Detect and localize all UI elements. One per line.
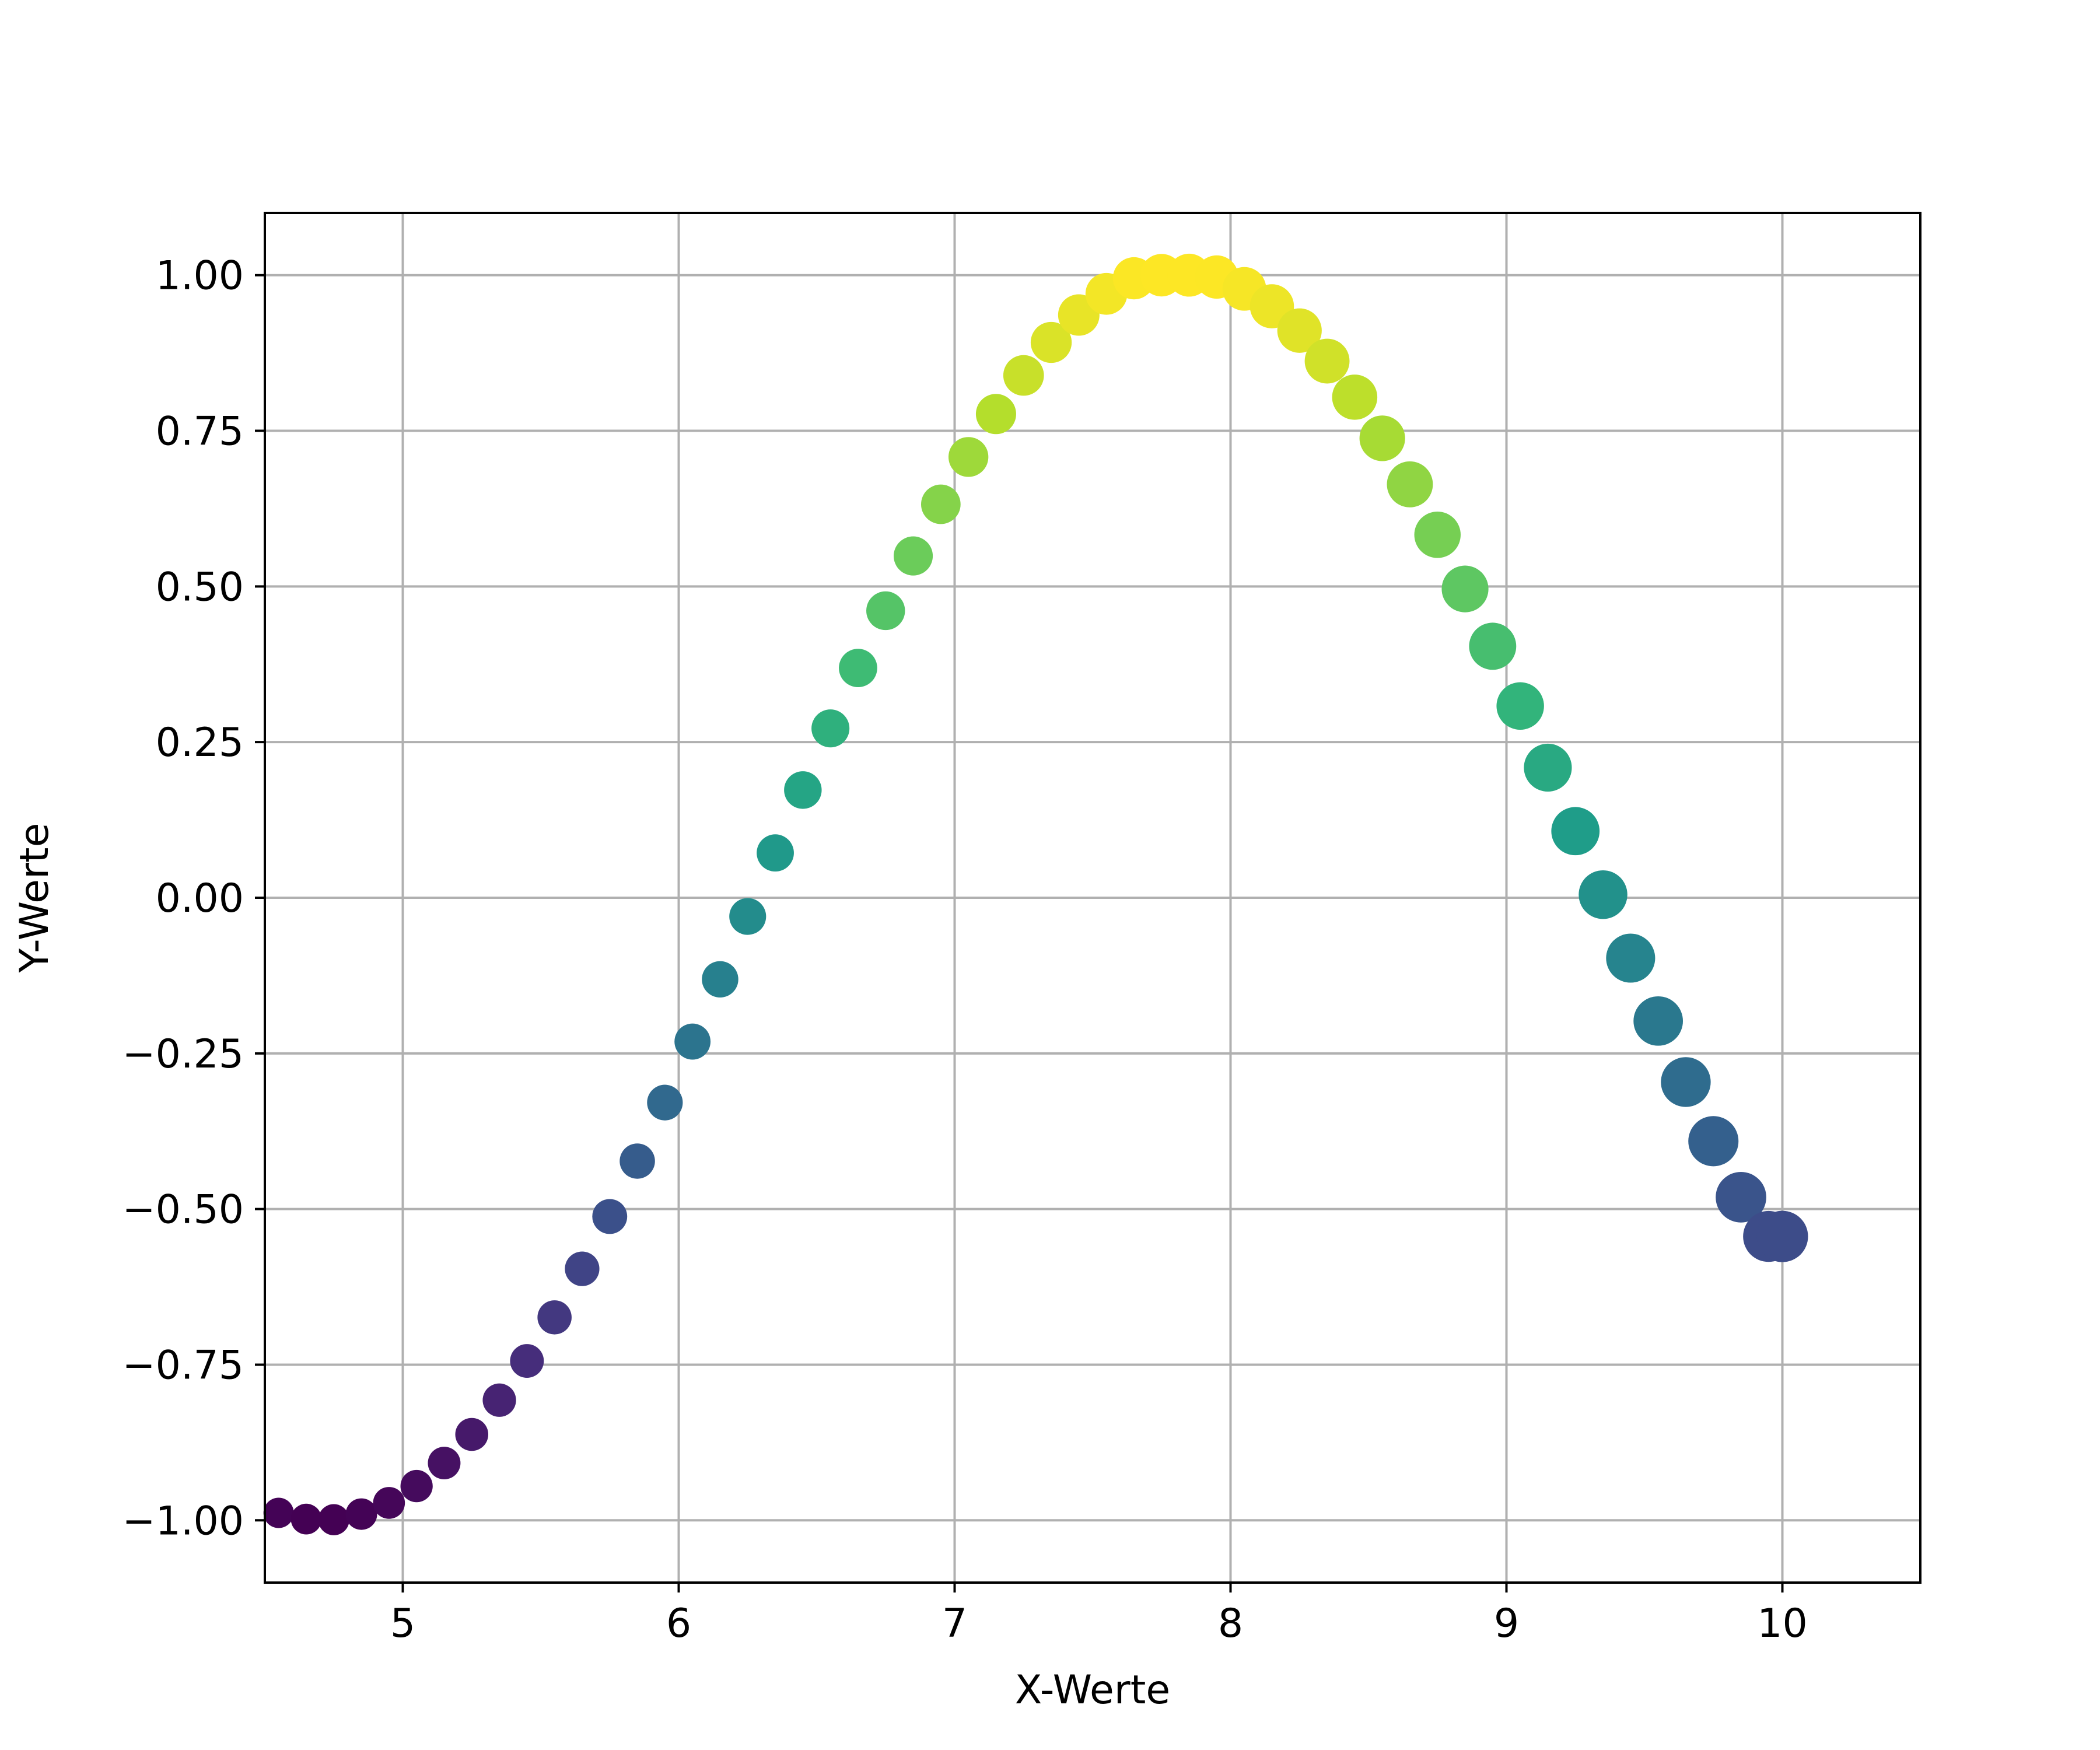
data-point bbox=[1756, 1210, 1808, 1262]
data-point bbox=[1414, 512, 1461, 558]
data-point bbox=[1359, 415, 1405, 461]
data-point bbox=[318, 1504, 349, 1535]
data-point bbox=[620, 1143, 655, 1179]
y-tick-label: 1.00 bbox=[156, 253, 244, 299]
x-tick-label: 7 bbox=[942, 1601, 967, 1647]
data-point bbox=[674, 1023, 711, 1060]
y-tick-label: −1.00 bbox=[123, 1498, 244, 1544]
y-tick-label: −0.50 bbox=[123, 1187, 244, 1233]
data-point bbox=[455, 1418, 489, 1451]
data-point bbox=[647, 1084, 683, 1121]
data-point bbox=[1633, 996, 1684, 1046]
y-tick-label: 0.50 bbox=[156, 564, 244, 610]
data-point bbox=[510, 1344, 544, 1378]
data-point bbox=[290, 1503, 322, 1535]
data-point bbox=[1551, 807, 1600, 856]
data-point bbox=[565, 1251, 600, 1286]
data-point bbox=[1716, 1172, 1766, 1223]
data-point bbox=[1524, 743, 1572, 792]
y-tick-label: −0.75 bbox=[123, 1342, 244, 1388]
data-point bbox=[729, 898, 766, 935]
data-point bbox=[1441, 565, 1489, 612]
x-tick-label: 5 bbox=[390, 1601, 415, 1647]
x-axis-label: X-Werte bbox=[1015, 1667, 1171, 1713]
data-point bbox=[1606, 933, 1656, 983]
data-point bbox=[839, 649, 877, 688]
x-tick-label: 10 bbox=[1757, 1601, 1808, 1647]
grid-lines bbox=[265, 213, 1920, 1583]
x-tick-label: 6 bbox=[666, 1601, 691, 1647]
data-point bbox=[1469, 622, 1517, 670]
data-point bbox=[894, 536, 933, 576]
data-point bbox=[948, 437, 989, 477]
data-point bbox=[1688, 1116, 1739, 1167]
data-point bbox=[784, 771, 822, 809]
data-point bbox=[537, 1300, 572, 1335]
data-point bbox=[482, 1383, 516, 1417]
data-point bbox=[400, 1469, 433, 1503]
data-point bbox=[1387, 461, 1433, 508]
y-axis-ticks: 1.00 0.75 0.50 0.25 0.00 −0.25 −0.50 −0.75 −1.00 bbox=[123, 253, 265, 1544]
data-point bbox=[373, 1487, 405, 1519]
data-point bbox=[1030, 321, 1072, 363]
data-point bbox=[811, 709, 850, 748]
data-points bbox=[263, 253, 1808, 1535]
data-point bbox=[1578, 870, 1628, 919]
x-tick-label: 9 bbox=[1494, 1601, 1519, 1647]
y-tick-label: −0.25 bbox=[123, 1031, 244, 1077]
data-point bbox=[263, 1497, 294, 1528]
data-point bbox=[702, 961, 738, 998]
data-point bbox=[975, 394, 1016, 435]
data-point bbox=[1332, 374, 1378, 420]
data-point bbox=[1304, 338, 1350, 384]
data-point bbox=[1496, 682, 1544, 730]
data-point bbox=[1661, 1057, 1711, 1107]
data-point bbox=[1003, 355, 1044, 396]
data-point bbox=[757, 834, 794, 872]
data-point bbox=[345, 1498, 377, 1530]
data-point bbox=[866, 591, 905, 631]
data-point bbox=[592, 1199, 628, 1234]
y-tick-label: 0.25 bbox=[156, 720, 244, 766]
x-tick-label: 8 bbox=[1218, 1601, 1243, 1647]
data-point bbox=[921, 484, 961, 524]
y-axis-label: Y-Werte bbox=[12, 823, 58, 974]
y-tick-label: 0.75 bbox=[156, 409, 244, 455]
data-point bbox=[1277, 308, 1322, 353]
x-axis-ticks: 5 6 7 8 9 10 bbox=[390, 1583, 1808, 1647]
y-tick-label: 0.00 bbox=[156, 876, 244, 922]
data-point bbox=[428, 1447, 461, 1480]
